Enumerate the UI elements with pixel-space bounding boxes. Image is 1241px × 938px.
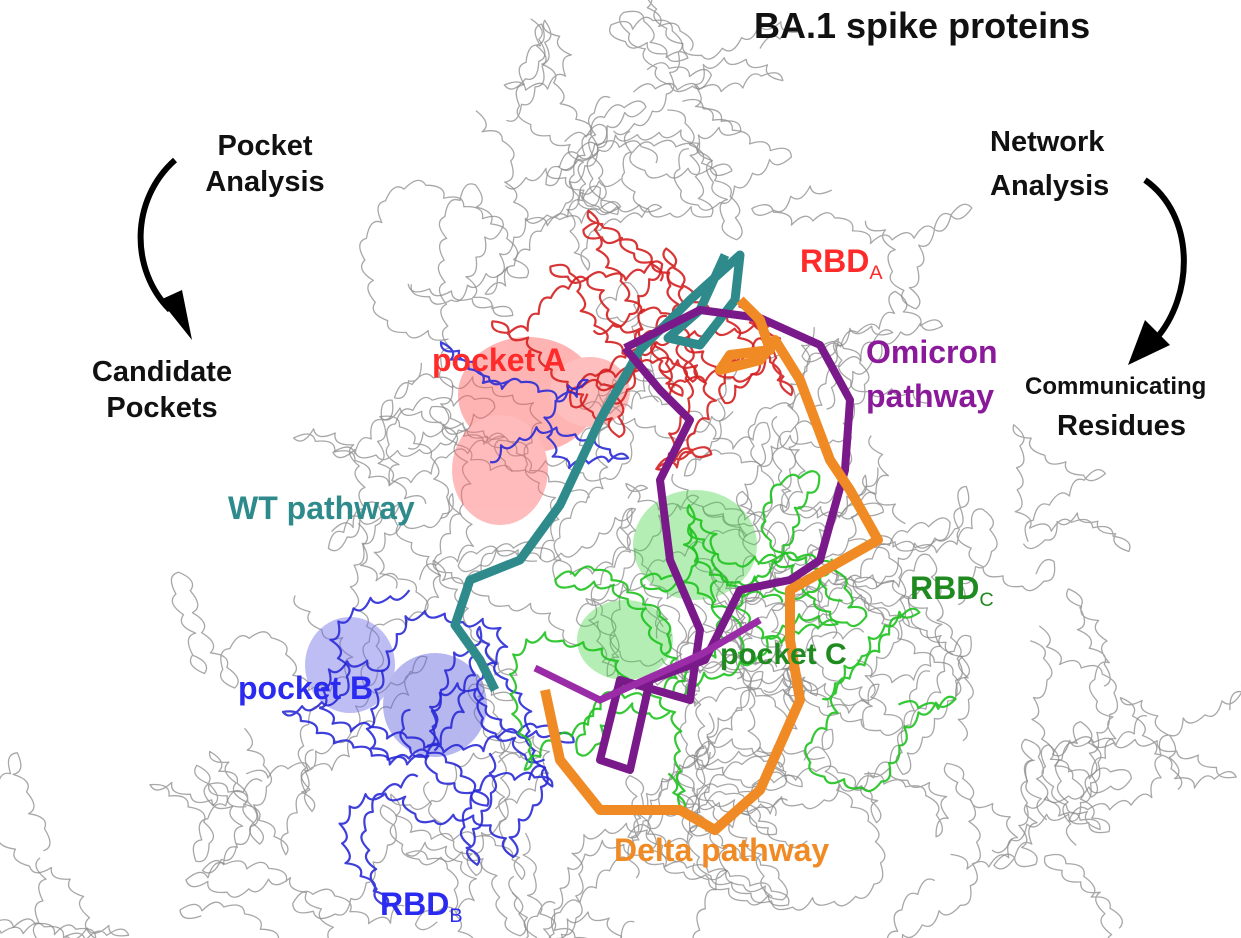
protein-trace (281, 589, 490, 807)
protein-trace (545, 109, 743, 241)
rbd-b-label-sub: B (449, 904, 463, 927)
protein-trace (179, 860, 335, 938)
pocket-c-label: pocket C (720, 638, 847, 671)
protein-trace (494, 382, 634, 582)
protein-trace (811, 517, 951, 727)
protein-trace (873, 485, 1056, 606)
protein-trace (149, 727, 273, 874)
protein-trace (554, 565, 678, 757)
protein-trace (292, 804, 527, 937)
protein-trace (608, 10, 713, 136)
omicron-pathway-branch (533, 616, 762, 704)
protein-trace (575, 508, 690, 677)
protein-trace (543, 839, 728, 938)
protein-trace (991, 738, 1111, 854)
protein-trace (365, 610, 546, 766)
protein-trace (677, 755, 882, 833)
protein-trace (475, 23, 602, 227)
protein-trace (522, 832, 623, 938)
protein-trace (423, 673, 543, 877)
protein-trace (735, 538, 907, 736)
pocket-b-label: pocket B (238, 670, 374, 706)
protein-trace (682, 470, 843, 603)
network-analysis-line2: Analysis (990, 170, 1110, 202)
protein-trace (800, 543, 969, 697)
protein-trace (426, 626, 554, 866)
protein-trace (1038, 588, 1119, 798)
protein-trace (359, 179, 514, 341)
protein-trace (854, 634, 974, 838)
protein-trace (194, 748, 314, 856)
candidate-pockets-label: Candidate Pockets (91, 356, 233, 425)
rbd-b-ribbon (281, 341, 630, 908)
wt-pathway-label: WT pathway (228, 490, 415, 526)
protein-trace (379, 405, 506, 580)
delta-pathway-label: Delta pathway (614, 832, 830, 868)
protein-trace (1012, 424, 1131, 553)
rbd-a-label-sub: A (869, 261, 883, 284)
protein-trace (0, 857, 130, 938)
protein-trace (557, 100, 663, 271)
protein-trace (246, 655, 428, 813)
network-analysis-line1: Network (990, 126, 1105, 158)
protein-trace (886, 762, 1019, 938)
protein-trace (578, 281, 734, 447)
protein-trace (440, 376, 560, 573)
protein-trace (1054, 696, 1183, 846)
protein-trace (292, 427, 529, 533)
pocket-analysis-label: Pocket Analysis (205, 130, 325, 199)
rbd-c-label-sub: C (979, 588, 994, 611)
protein-trace (548, 774, 678, 938)
omicron-pathway-line2: pathway (866, 378, 995, 414)
left-curved-arrow (137, 157, 192, 340)
residues-label: Residues (1057, 410, 1186, 442)
protein-trace (621, 98, 742, 218)
protein-trace (439, 341, 630, 469)
pocket-a-label: pocket A (432, 342, 566, 378)
protein-trace (1043, 853, 1123, 938)
protein-trace (588, 482, 700, 692)
protein-trace (804, 607, 957, 793)
protein-trace (393, 183, 530, 400)
protein-trace (405, 841, 538, 938)
protein-trace (1052, 686, 1241, 789)
omicron-pathway-line1: Omicron (866, 334, 998, 370)
rbd-c-label-main: RBD (910, 570, 980, 606)
protein-trace (503, 18, 619, 216)
protein-trace (349, 493, 462, 687)
protein-trace (0, 752, 97, 938)
protein-trace (579, 369, 771, 546)
protein-trace (318, 659, 575, 754)
rbd-b-label-main: RBD (380, 886, 450, 922)
protein-trace (338, 764, 549, 908)
protein-trace (646, 0, 802, 60)
protein-trace (681, 728, 886, 911)
protein-trace (432, 507, 637, 647)
protein-trace (332, 394, 496, 504)
figure-title: BA.1 spike proteins (754, 5, 1091, 46)
protein-trace (751, 185, 973, 310)
protein-trace (390, 735, 551, 881)
wt-pathway-tube (450, 250, 745, 693)
communicating-label: Communicating (1025, 373, 1207, 400)
rbd-a-label-main: RBD (800, 243, 870, 279)
protein-trace (993, 640, 1133, 870)
protein-trace (852, 553, 963, 776)
protein-trace (772, 325, 894, 513)
rbd-b-label: RBDB (380, 888, 463, 927)
protein-trace (662, 247, 794, 397)
delta-pathway-tube (540, 296, 883, 835)
right-curved-arrow (1128, 177, 1187, 365)
protein-trace (484, 123, 622, 295)
protein-trace (170, 571, 354, 693)
rbd-c-label: RBDC (910, 572, 994, 611)
protein-trace (633, 57, 793, 211)
rbd-a-label: RBDA (800, 245, 883, 284)
